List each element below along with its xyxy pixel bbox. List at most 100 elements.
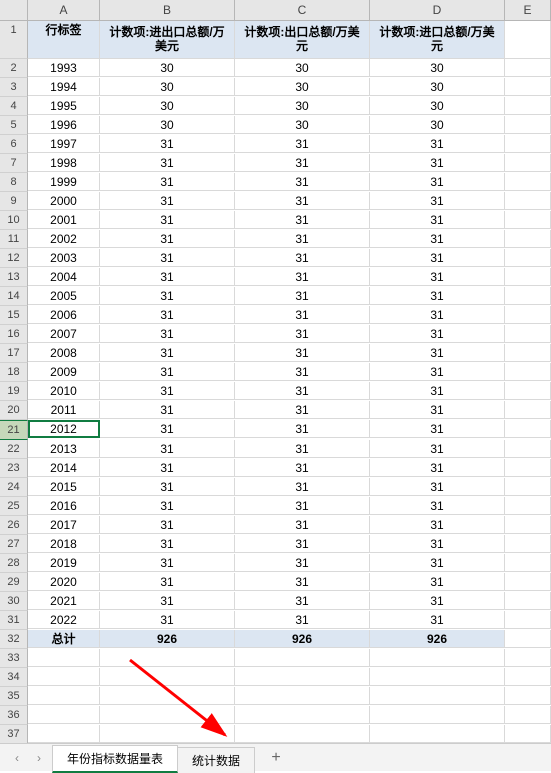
column-header-A[interactable]: A [28,0,100,21]
cell-A15[interactable]: 2006 [28,306,100,324]
cell-A5[interactable]: 1996 [28,116,100,134]
cell-E20[interactable] [505,401,551,419]
cell-D28[interactable]: 31 [370,554,505,572]
cell-C15[interactable]: 31 [235,306,370,324]
cell-C9[interactable]: 31 [235,192,370,210]
tab-next-button[interactable]: › [30,749,48,767]
cell-C37[interactable] [235,725,370,743]
cell-A21[interactable]: 2012 [28,420,100,438]
cell-E37[interactable] [505,725,551,743]
cell-B7[interactable]: 31 [100,154,235,172]
cell-B26[interactable]: 31 [100,516,235,534]
cell-B5[interactable]: 30 [100,116,235,134]
cell-E34[interactable] [505,668,551,686]
row-header-36[interactable]: 36 [0,706,28,725]
cell-E18[interactable] [505,363,551,381]
cell-E31[interactable] [505,611,551,629]
pivot-col-header-1[interactable]: 计数项:出口总额/万美元 [235,21,370,59]
cell-D3[interactable]: 30 [370,78,505,96]
add-sheet-button[interactable]: + [262,748,290,768]
cell-C17[interactable]: 31 [235,344,370,362]
cell-D6[interactable]: 31 [370,135,505,153]
cell-E30[interactable] [505,592,551,610]
row-header-31[interactable]: 31 [0,611,28,630]
cell-B33[interactable] [100,649,235,667]
cell-C8[interactable]: 31 [235,173,370,191]
cell-D18[interactable]: 31 [370,363,505,381]
cell-D27[interactable]: 31 [370,535,505,553]
cell-C3[interactable]: 30 [235,78,370,96]
row-header-24[interactable]: 24 [0,478,28,497]
cell-A20[interactable]: 2011 [28,401,100,419]
cell-D14[interactable]: 31 [370,287,505,305]
cell-E29[interactable] [505,573,551,591]
cell-A25[interactable]: 2016 [28,497,100,515]
column-header-D[interactable]: D [370,0,505,21]
row-header-21[interactable]: 21 [0,420,28,440]
cell-E26[interactable] [505,516,551,534]
cell-A19[interactable]: 2010 [28,382,100,400]
cell-A7[interactable]: 1998 [28,154,100,172]
cell-B15[interactable]: 31 [100,306,235,324]
row-header-5[interactable]: 5 [0,116,28,135]
cell-D19[interactable]: 31 [370,382,505,400]
cell-B11[interactable]: 31 [100,230,235,248]
cell-A28[interactable]: 2019 [28,554,100,572]
row-header-20[interactable]: 20 [0,401,28,420]
cell-E32[interactable] [505,630,551,648]
cell-C31[interactable]: 31 [235,611,370,629]
row-header-6[interactable]: 6 [0,135,28,154]
cell-B12[interactable]: 31 [100,249,235,267]
spreadsheet-grid[interactable]: ABCDE1行标签▾计数项:进出口总额/万美元计数项:出口总额/万美元计数项:进… [0,0,551,744]
cell-B36[interactable] [100,706,235,724]
cell-B20[interactable]: 31 [100,401,235,419]
cell-A32[interactable]: 总计 [28,630,100,648]
row-header-18[interactable]: 18 [0,363,28,382]
row-header-23[interactable]: 23 [0,459,28,478]
cell-C14[interactable]: 31 [235,287,370,305]
cell-E5[interactable] [505,116,551,134]
cell-B10[interactable]: 31 [100,211,235,229]
cell-B30[interactable]: 31 [100,592,235,610]
cell-E25[interactable] [505,497,551,515]
column-header-C[interactable]: C [235,0,370,21]
cell-B3[interactable]: 30 [100,78,235,96]
cell-B8[interactable]: 31 [100,173,235,191]
pivot-col-header-0[interactable]: 计数项:进出口总额/万美元 [100,21,235,59]
cell-D31[interactable]: 31 [370,611,505,629]
cell-D37[interactable] [370,725,505,743]
cell-B23[interactable]: 31 [100,459,235,477]
cell-A10[interactable]: 2001 [28,211,100,229]
cell-B35[interactable] [100,687,235,705]
cell-A23[interactable]: 2014 [28,459,100,477]
cell-C33[interactable] [235,649,370,667]
cell-D21[interactable]: 31 [370,420,505,438]
cell-A16[interactable]: 2007 [28,325,100,343]
cell-A35[interactable] [28,687,100,705]
cell-A9[interactable]: 2000 [28,192,100,210]
cell-E3[interactable] [505,78,551,96]
row-header-29[interactable]: 29 [0,573,28,592]
cell-C4[interactable]: 30 [235,97,370,115]
cell-E21[interactable] [505,420,551,438]
cell-D10[interactable]: 31 [370,211,505,229]
cell-A24[interactable]: 2015 [28,478,100,496]
cell-B4[interactable]: 30 [100,97,235,115]
cell-E10[interactable] [505,211,551,229]
row-header-7[interactable]: 7 [0,154,28,173]
cell-E14[interactable] [505,287,551,305]
cell-C6[interactable]: 31 [235,135,370,153]
cell-B37[interactable] [100,725,235,743]
cell-C35[interactable] [235,687,370,705]
cell-B22[interactable]: 31 [100,440,235,458]
cell-B9[interactable]: 31 [100,192,235,210]
row-header-34[interactable]: 34 [0,668,28,687]
cell-B25[interactable]: 31 [100,497,235,515]
row-header-32[interactable]: 32 [0,630,28,649]
row-header-2[interactable]: 2 [0,59,28,78]
cell-A31[interactable]: 2022 [28,611,100,629]
cell-B29[interactable]: 31 [100,573,235,591]
cell-C34[interactable] [235,668,370,686]
cell-C32[interactable]: 926 [235,630,370,648]
cell-B21[interactable]: 31 [100,420,235,438]
